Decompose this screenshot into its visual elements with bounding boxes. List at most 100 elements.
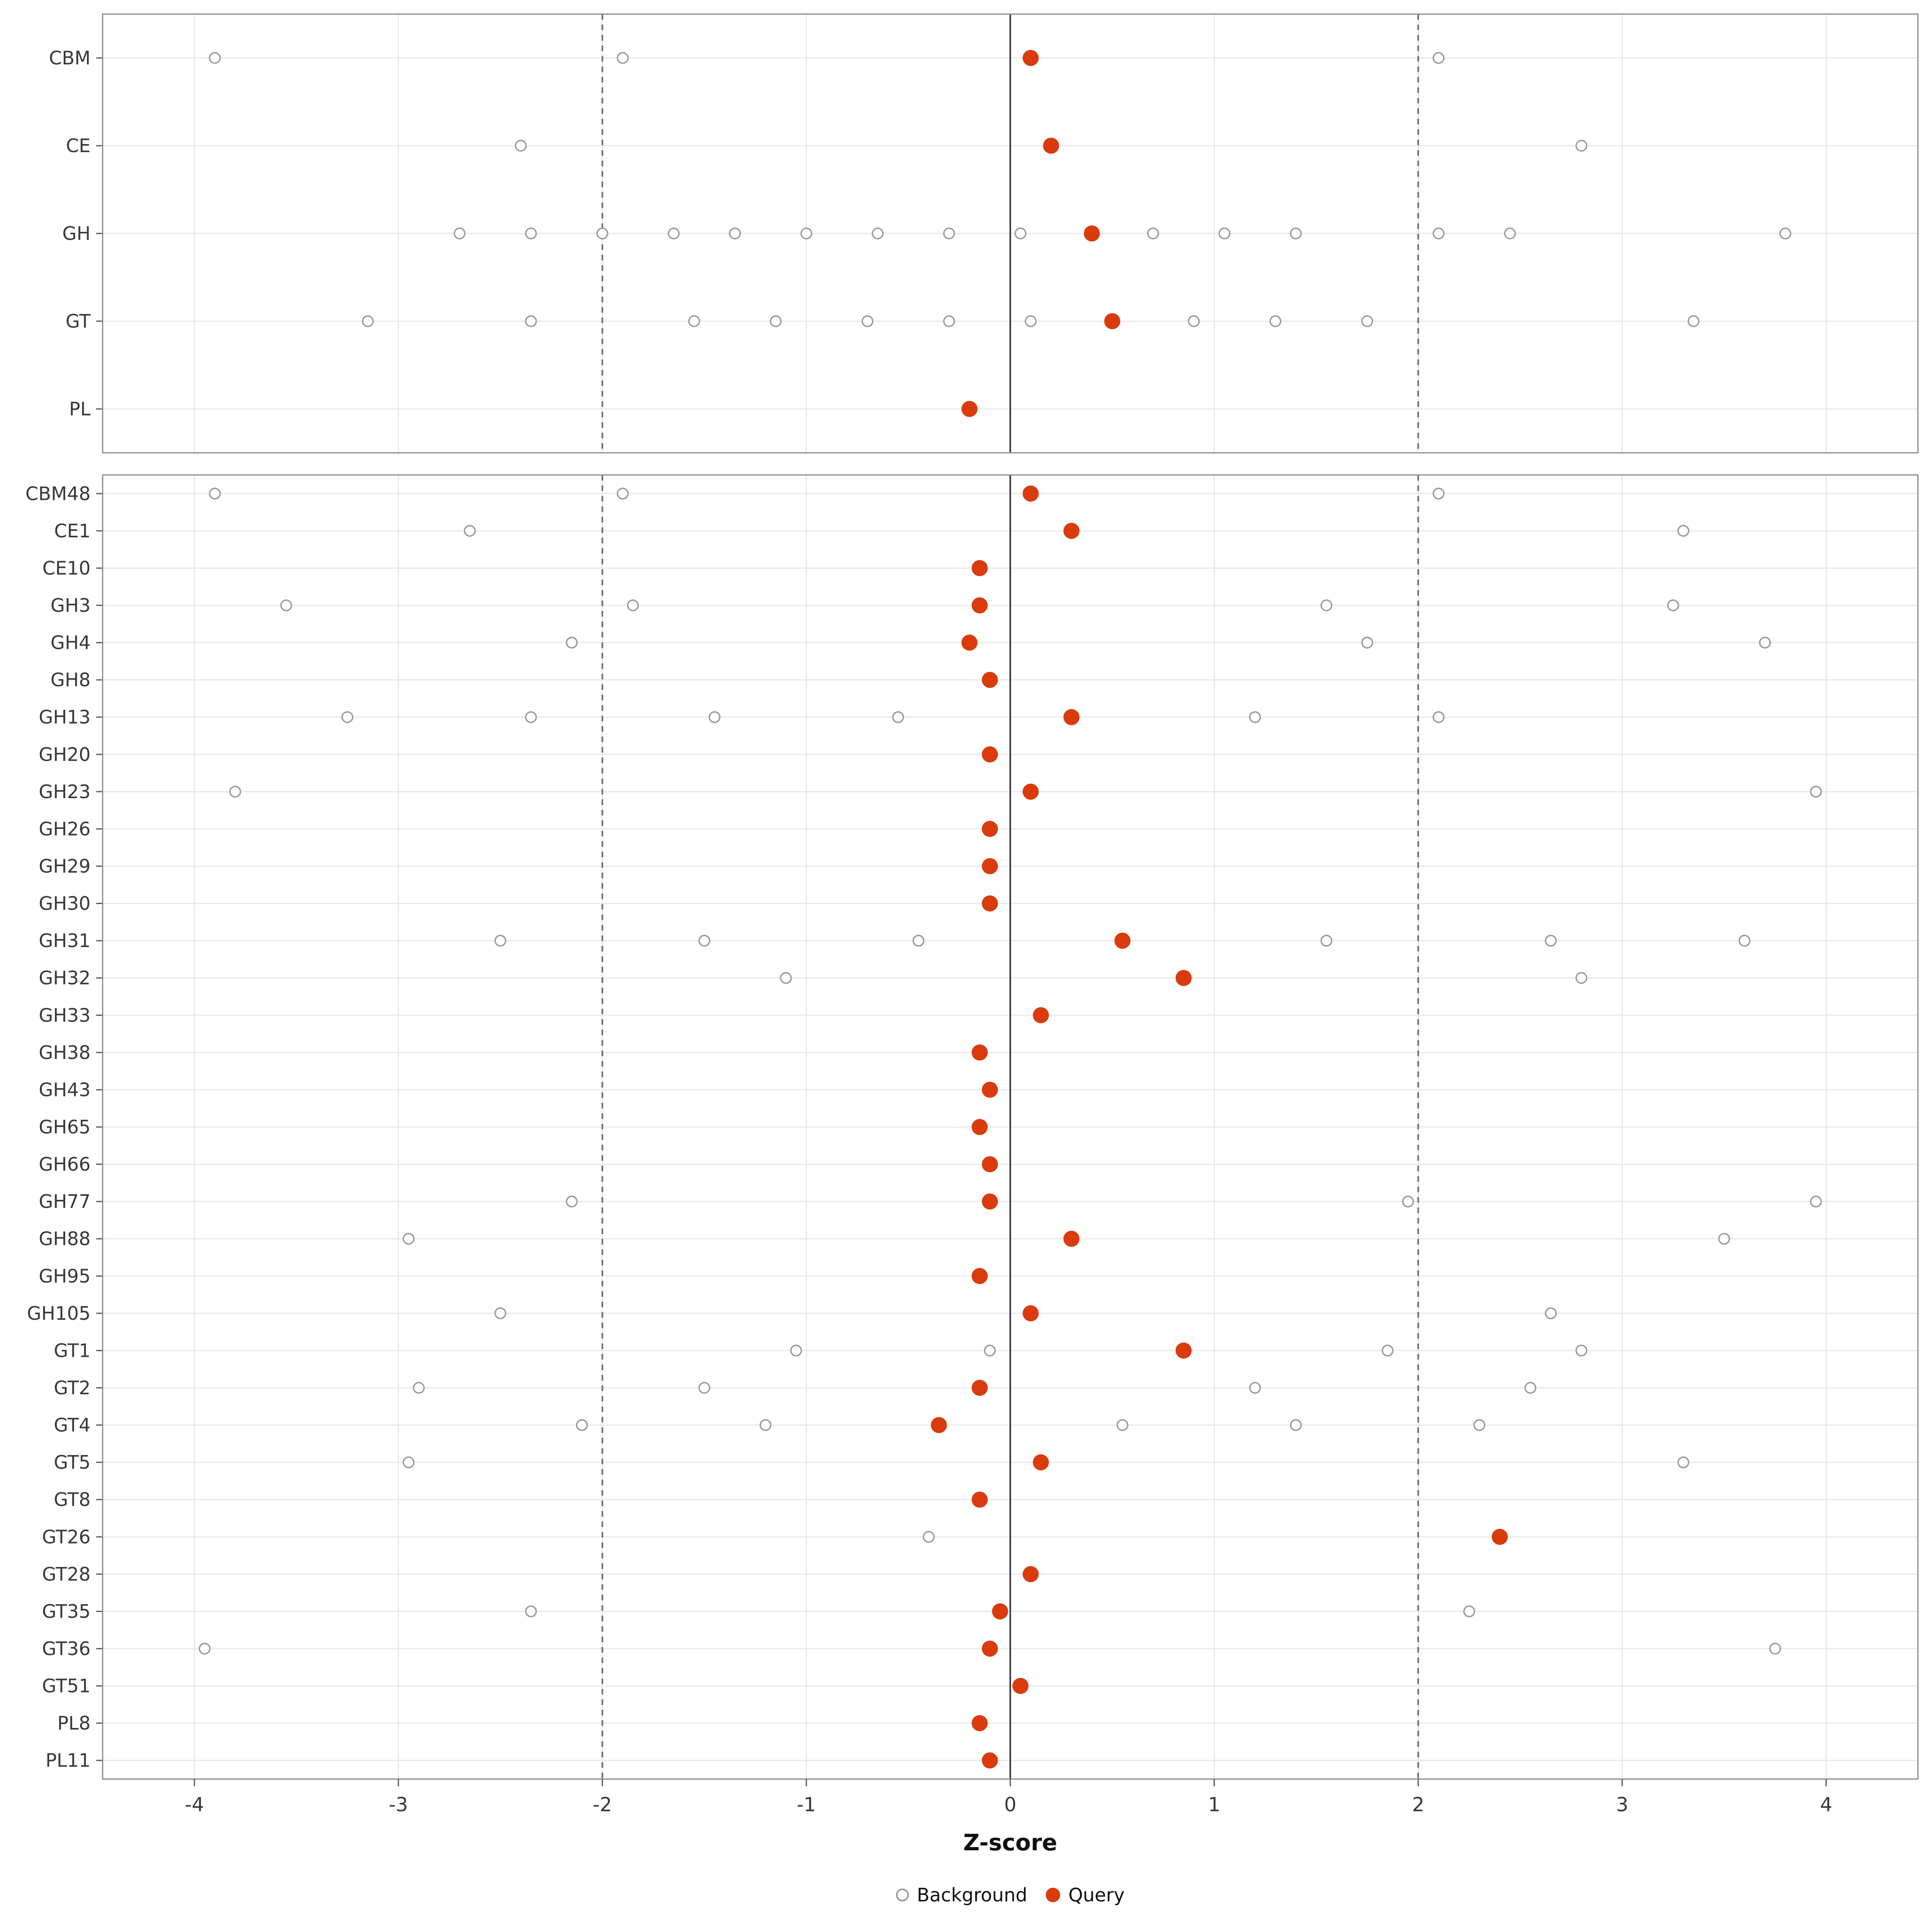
category-label: CE [66,135,91,157]
query-point [1492,1529,1508,1545]
category-label: GH32 [39,967,91,989]
background-point [1147,227,1159,239]
category-label: GH77 [39,1191,91,1212]
background-point [1524,1382,1536,1394]
background-point [208,52,221,64]
background-point [525,315,537,327]
query-point [982,895,998,912]
query-point [1063,1230,1080,1247]
query-point [971,1119,988,1135]
category-label: GT35 [42,1600,91,1622]
query-point [1033,1454,1049,1471]
category-label: GT2 [54,1377,91,1399]
background-point [1320,935,1333,947]
background-point [464,525,476,537]
background-point [627,599,639,611]
query-point [1022,1305,1039,1321]
query-point [1043,138,1059,154]
background-point [617,52,629,64]
background-point [617,487,629,500]
query-point [961,401,978,417]
query-point [971,1715,988,1732]
category-label: GH26 [39,818,91,840]
background-point [1290,227,1302,239]
background-point [1677,1456,1689,1468]
background-point [923,1531,935,1543]
background-point [494,1307,506,1319]
category-label: GH43 [39,1079,91,1100]
background-point [576,1419,588,1431]
category-label: GH8 [50,669,91,691]
background-point [280,599,292,611]
background-point [1810,1195,1822,1208]
x-tick-label: 0 [1004,1794,1017,1816]
category-label: CBM [49,47,91,69]
background-point [1269,315,1282,327]
query-point [1084,225,1100,242]
background-point [362,315,374,327]
background-point [729,227,741,239]
background-point [198,1643,211,1655]
category-label: GH95 [39,1265,91,1287]
background-point [1024,315,1037,327]
category-label: GH38 [39,1042,91,1063]
query-point [1022,485,1039,502]
background-point [984,1344,996,1357]
query-point [971,1044,988,1061]
query-point [992,1603,1008,1620]
x-tick-label: 2 [1412,1794,1424,1816]
query-point [982,672,998,688]
background-point [1432,711,1445,723]
background-point [1218,227,1230,239]
background-point [1014,227,1027,239]
background-point-icon [896,1889,909,1901]
background-point [1667,599,1679,611]
legend-label-background: Background [916,1884,1028,1906]
legend-item-query: Query [1046,1884,1125,1906]
x-tick-label: -4 [185,1794,204,1816]
query-point [971,1268,988,1284]
category-label: GH20 [39,743,91,765]
query-point [982,821,998,837]
background-point [800,227,813,239]
query-point [971,597,988,613]
query-point-icon [1046,1888,1061,1902]
category-label: PL [69,398,91,420]
query-point [1033,1007,1049,1024]
category-label: GH4 [50,632,91,654]
query-point [1175,970,1192,986]
background-point [1575,1344,1587,1357]
background-point [494,935,506,947]
background-point [708,711,720,723]
background-point [1361,315,1373,327]
category-label: GT [66,310,91,332]
background-point [1545,1307,1557,1319]
background-point [1677,525,1689,537]
panel-border [102,13,1919,454]
background-point [1769,1643,1781,1655]
category-label: GH30 [39,893,91,914]
category-label: PL8 [57,1712,91,1734]
background-point [1759,636,1771,649]
category-label: GH105 [27,1302,91,1324]
query-point [1022,783,1039,800]
category-label: GT26 [42,1526,91,1548]
background-point [943,315,955,327]
background-point [892,711,904,723]
background-point [1687,315,1700,327]
query-point [982,1641,998,1657]
background-point [1402,1195,1414,1208]
background-point [229,786,242,798]
legend: Background Query [0,1884,1932,1906]
background-point [596,227,609,239]
category-label: CE1 [54,520,91,542]
query-point [1063,522,1080,539]
background-point [1575,972,1587,984]
legend-label-query: Query [1068,1884,1125,1906]
query-point [982,1193,998,1210]
background-point [861,315,874,327]
background-point [1810,786,1822,798]
background-point [1432,487,1445,500]
background-point [790,1344,802,1357]
